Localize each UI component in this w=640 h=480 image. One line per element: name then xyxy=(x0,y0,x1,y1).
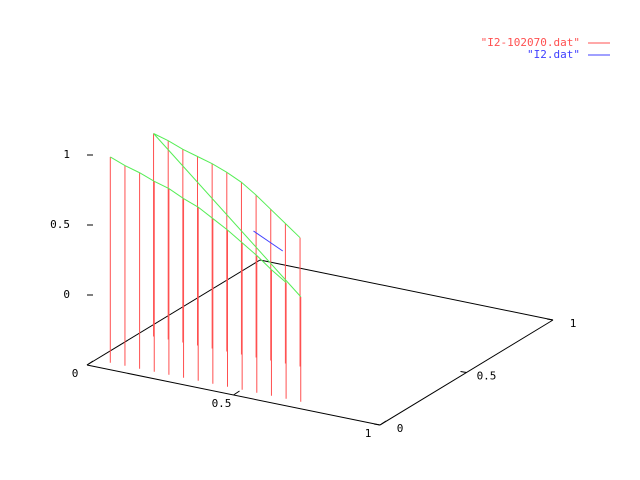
y-tick xyxy=(546,318,554,321)
x-tick-label: 0.5 xyxy=(212,397,232,410)
legend-label: "I2.dat" xyxy=(527,48,580,61)
x-tick xyxy=(86,360,94,366)
x-tick-label: 0 xyxy=(72,367,79,380)
y-tick-label: 0 xyxy=(397,422,404,435)
x-tick xyxy=(233,390,240,396)
y-tick xyxy=(373,423,381,426)
x-tick-label: 1 xyxy=(365,427,372,440)
y-tick-label: 1 xyxy=(570,317,577,330)
x-tick xyxy=(379,420,387,426)
surface-line xyxy=(110,156,287,283)
z-tick-label: 1 xyxy=(63,148,70,161)
z-tick-label: 0 xyxy=(63,288,70,301)
z-tick-label: 0.5 xyxy=(50,218,70,231)
surface-line xyxy=(153,133,302,298)
legend-label: "I2-102070.dat" xyxy=(481,36,580,49)
series-line xyxy=(253,230,284,252)
y-tick-label: 0.5 xyxy=(477,370,497,383)
base-edge xyxy=(86,259,261,366)
base-edge xyxy=(259,259,554,321)
y-tick xyxy=(460,371,467,373)
